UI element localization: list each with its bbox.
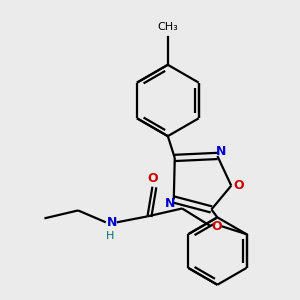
Text: CH₃: CH₃ <box>158 22 178 32</box>
Text: O: O <box>147 172 158 185</box>
Text: N: N <box>216 146 226 158</box>
Text: N: N <box>165 197 175 210</box>
Text: O: O <box>212 220 222 233</box>
Text: O: O <box>234 179 244 192</box>
Text: N: N <box>106 216 117 229</box>
Text: H: H <box>106 231 114 241</box>
